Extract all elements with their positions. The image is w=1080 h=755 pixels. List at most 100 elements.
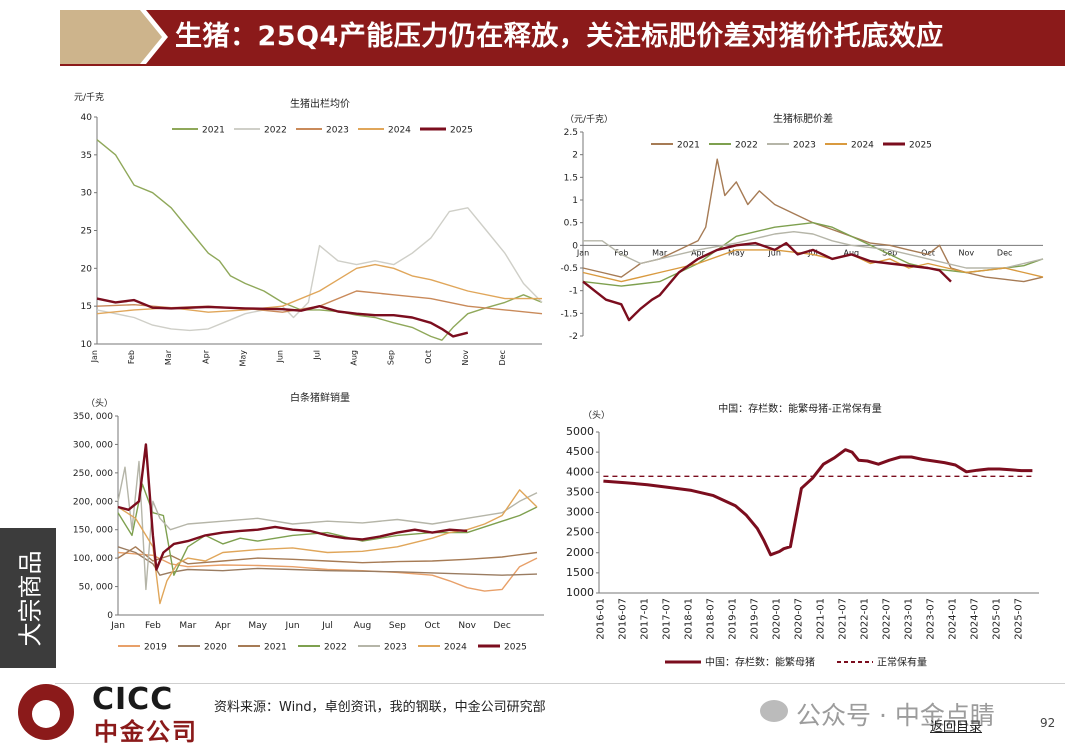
title-chevron-icon	[140, 10, 162, 64]
x-tick-label: Mar	[164, 349, 173, 365]
x-tick-label: May	[248, 621, 267, 631]
unit-label: （头）	[86, 398, 113, 409]
x-tick-label: 2016-07	[617, 598, 628, 640]
x-tick-label: 2019-07	[749, 598, 760, 640]
legend-label: 中国：存栏数：能繁母猪	[705, 656, 815, 669]
legend-label: 2021	[677, 141, 700, 151]
source-note: 资料来源：Wind，卓创资讯，我的钢联，中金公司研究部	[214, 700, 546, 715]
x-tick-label: Jan	[110, 621, 125, 631]
y-tick-label: 30	[81, 189, 93, 199]
x-tick-label: Aug	[350, 350, 359, 366]
x-tick-label: 2022-01	[859, 598, 870, 640]
series-line-2024	[117, 489, 538, 605]
y-tick-label: 10	[81, 340, 93, 350]
chart-carcass-sales: 白条猪鲜销量 （头） 0 50, 000 100, 000 150, 000 200, 00…	[60, 385, 550, 660]
y-tick-label: 1	[572, 196, 578, 206]
y-tick-label: 300, 000	[73, 440, 113, 450]
unit-label: （头）	[583, 410, 610, 421]
y-tick-label: 100, 000	[73, 554, 113, 564]
legend-label: 2020	[204, 643, 227, 653]
y-tick-label: -1.5	[560, 309, 578, 319]
y-tick-label: 1000	[566, 586, 594, 599]
y-tick-label: 150, 000	[73, 526, 113, 536]
x-tick-label: 2021-07	[837, 598, 848, 640]
x-tick-label: Aug	[844, 248, 860, 257]
x-tick-label: 2018-01	[683, 598, 694, 640]
legend-label: 2023	[384, 643, 407, 653]
y-tick-label: 4500	[566, 445, 594, 458]
y-tick-label: 50, 000	[79, 583, 114, 593]
series-line-2024	[96, 263, 542, 315]
y-tick-label: 0.5	[564, 219, 578, 229]
y-tick-label: 200, 000	[73, 497, 113, 507]
x-tick-label: Apr	[215, 621, 231, 631]
legend-label: 2023	[793, 141, 816, 151]
legend-label: 2024	[444, 643, 467, 653]
x-tick-label: Nov	[461, 350, 470, 366]
x-tick-label: Jun	[275, 350, 284, 364]
watermark: 公众号 · 中金点睛	[796, 701, 995, 730]
legend-label: 2025	[450, 126, 473, 136]
legend-label: 2025	[909, 141, 932, 151]
title-banner	[146, 10, 1065, 64]
title-accent	[60, 10, 140, 64]
x-tick-label: Sep	[389, 621, 406, 631]
x-tick-label: 2022-07	[881, 598, 892, 640]
x-tick-label: Jan	[90, 350, 99, 363]
series-line-2022	[96, 207, 543, 332]
y-tick-label: 40	[81, 113, 93, 123]
x-tick-label: Mar	[179, 621, 196, 631]
y-tick-label: 1.5	[564, 173, 578, 183]
x-tick-label: Feb	[127, 350, 136, 364]
x-tick-label: 2025-07	[1013, 598, 1024, 640]
legend-label: 2025	[504, 643, 527, 653]
legend-label: 2021	[264, 643, 287, 653]
legend-label: 2024	[388, 126, 411, 136]
series-line-中国：存栏数：能繁母猪	[603, 448, 1033, 557]
x-tick-label: Jul	[321, 621, 333, 631]
series-line-2023	[583, 230, 1044, 269]
unit-label: 元/千克	[74, 92, 104, 103]
y-tick-label: 20	[81, 264, 93, 274]
x-tick-label: Oct	[921, 248, 935, 257]
x-tick-label: Feb	[614, 248, 628, 257]
x-tick-label: 2020-01	[771, 598, 782, 640]
x-tick-label: 2019-01	[727, 598, 738, 640]
side-tab: 大宗商品	[0, 528, 56, 668]
legend-label: 2022	[264, 126, 287, 136]
x-tick-label: Nov	[959, 248, 975, 257]
page-number: 92	[1040, 716, 1056, 730]
y-tick-label: 250, 000	[73, 469, 113, 479]
x-tick-label: Dec	[493, 621, 510, 631]
legend-label: 2023	[326, 126, 349, 136]
x-tick-label: Nov	[458, 621, 476, 631]
page-title: 生猪：25Q4产能压力仍在释放，关注标肥价差对猪价托底效应	[175, 21, 944, 52]
x-tick-label: Feb	[145, 621, 161, 631]
y-tick-label: -0.5	[560, 264, 578, 274]
series-line-2025	[582, 241, 952, 322]
logo-en: CICC	[92, 682, 174, 717]
y-tick-label: 3500	[566, 485, 594, 498]
series-line-2021	[96, 139, 543, 341]
x-tick-label: 2023-07	[925, 598, 936, 640]
logo-cn: 中金公司	[94, 718, 198, 746]
back-to-contents-link[interactable]: 返回目录	[930, 720, 983, 735]
legend-label: 2019	[144, 643, 167, 653]
y-tick-label: -2	[569, 332, 578, 342]
y-tick-label: 1500	[566, 566, 594, 579]
x-tick-label: Jul	[313, 350, 322, 361]
x-tick-label: Dec	[498, 350, 507, 365]
x-tick-label: Mar	[652, 248, 668, 257]
x-tick-label: Jan	[576, 248, 589, 257]
y-tick-label: 15	[81, 302, 92, 312]
series-line-2024	[582, 249, 1044, 283]
cicc-logo: CICC 中金公司	[18, 682, 198, 746]
x-tick-label: 2024-01	[947, 598, 958, 640]
series-line-2021	[582, 158, 1044, 283]
y-tick-label: -1	[569, 287, 578, 297]
series-line-2025	[117, 443, 468, 571]
legend-label: 2022	[735, 141, 758, 151]
legend-label: 2021	[202, 126, 225, 136]
x-tick-label: May	[238, 350, 247, 367]
x-tick-label: Sep	[882, 248, 897, 257]
